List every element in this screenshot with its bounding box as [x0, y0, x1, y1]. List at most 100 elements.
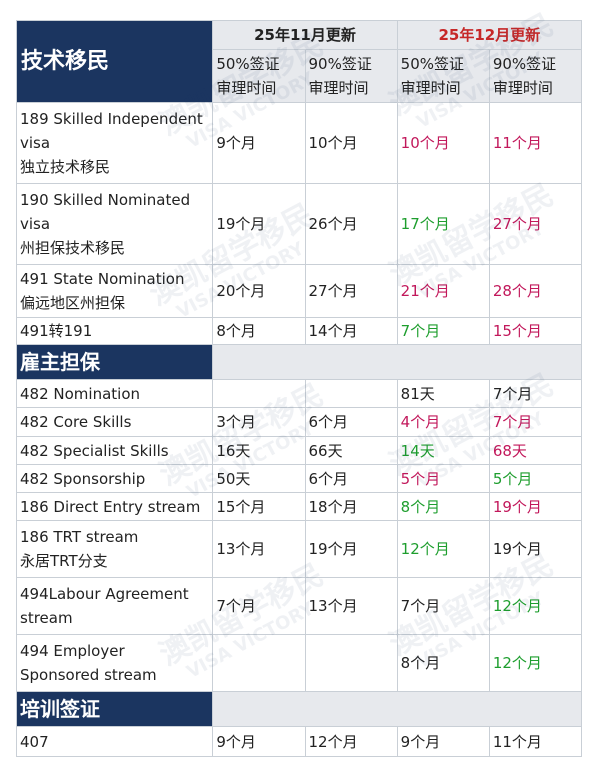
processing-time: 19个月	[304, 520, 398, 578]
processing-time	[304, 634, 398, 692]
text-line: 审理时间	[216, 79, 277, 97]
text-line: 482 Sponsorship	[20, 469, 146, 488]
processing-time: 27个月	[488, 183, 583, 265]
processing-time	[212, 634, 306, 692]
visa-name: 482 Specialist Skills	[15, 436, 214, 465]
processing-time: 10个月	[396, 102, 490, 184]
column-header: 90%签证审理时间	[488, 49, 583, 103]
text-line: 482 Specialist Skills	[20, 441, 169, 460]
processing-time: 6个月	[304, 464, 398, 493]
processing-time: 81天	[396, 379, 490, 408]
text-line: 50%签证	[400, 55, 464, 73]
text-line: 偏远地区州担保	[20, 294, 126, 312]
processing-time: 68天	[488, 436, 583, 465]
processing-time: 12个月	[488, 577, 583, 635]
processing-time: 9个月	[212, 726, 306, 757]
header-row-periods: 技术移民 25年11月更新 25年12月更新	[15, 20, 583, 103]
processing-time: 19个月	[488, 520, 583, 578]
table-row: 189 Skilled Independent visa 独立技术移民 9个月 10个月…	[15, 102, 583, 184]
table-row: 482 Core Skills 3个月 6个月 4个月 7个月	[15, 407, 583, 437]
processing-time: 12个月	[304, 726, 398, 757]
processing-time: 4个月	[396, 407, 490, 437]
processing-time: 8个月	[396, 634, 490, 692]
visa-name: 482 Core Skills	[15, 407, 214, 437]
processing-time: 14个月	[304, 317, 398, 345]
processing-time: 5个月	[396, 464, 490, 493]
visa-name: 189 Skilled Independent visa 独立技术移民	[15, 102, 214, 184]
processing-time: 12个月	[488, 634, 583, 692]
processing-time: 20个月	[212, 264, 306, 318]
text-line: 190 Skilled Nominated	[20, 191, 191, 209]
table-row: 491 State Nomination 偏远地区州担保 20个月 27个月 21个月 2…	[15, 264, 583, 318]
text-line: 50%签证	[216, 55, 280, 73]
text-line: visa	[20, 134, 51, 152]
text-line: 407	[20, 732, 49, 751]
table-row: 494 Employer Sponsored stream 8个月 12个月	[15, 634, 583, 692]
section-fill	[212, 344, 582, 380]
text-line: 494 Employer	[20, 642, 125, 660]
processing-time: 13个月	[212, 520, 306, 578]
text-line: 永居TRT分支	[20, 552, 108, 570]
text-line: Sponsored stream	[20, 666, 157, 684]
column-header: 50%签证审理时间	[396, 49, 490, 103]
processing-time: 66天	[304, 436, 398, 465]
text-line: visa	[20, 215, 51, 233]
processing-time: 11个月	[488, 102, 583, 184]
processing-time: 3个月	[212, 407, 306, 437]
text-line: 482 Core Skills	[20, 413, 132, 431]
processing-time: 18个月	[304, 492, 398, 521]
table-row: 407 9个月 12个月 9个月 11个月	[15, 726, 583, 757]
table-row: 186 TRT stream 永居TRT分支 13个月 19个月 12个月 19个月	[15, 520, 583, 578]
processing-time: 19个月	[212, 183, 306, 265]
section-header-row: 培训签证	[15, 691, 582, 727]
processing-time: 19个月	[488, 492, 583, 521]
visa-name: 494 Employer Sponsored stream	[15, 634, 214, 692]
processing-time: 8个月	[212, 317, 306, 345]
visa-name: 186 TRT stream 永居TRT分支	[15, 520, 214, 578]
processing-time: 7个月	[212, 577, 306, 635]
processing-time: 10个月	[304, 102, 398, 184]
processing-time: 13个月	[304, 577, 398, 635]
text-line: 186 Direct Entry stream	[20, 497, 201, 516]
section-header-row: 雇主担保	[15, 344, 582, 380]
processing-time: 27个月	[304, 264, 398, 318]
processing-time	[304, 379, 398, 408]
processing-time: 21个月	[396, 264, 490, 318]
processing-time: 26个月	[304, 183, 398, 265]
visa-name: 491转191	[15, 317, 214, 345]
processing-times-table: 技术移民 25年11月更新 25年12月更新 50%签证 审理时间 90%签证 审理时间 50…	[15, 20, 583, 757]
visa-name: 494Labour Agreement stream	[15, 577, 214, 635]
processing-time: 7个月	[396, 577, 490, 635]
text-line: 90%签证	[492, 55, 557, 73]
section-fill	[212, 691, 582, 727]
processing-time: 7个月	[488, 407, 583, 437]
table-row: 482 Sponsorship 50天 6个月 5个月 5个月	[15, 464, 583, 493]
text-line: 491转191	[20, 322, 93, 340]
table-row: 491转191 8个月 14个月 7个月 15个月	[15, 317, 583, 345]
processing-time: 5个月	[488, 464, 583, 493]
table-row: 482 Nomination 81天 7个月	[15, 379, 583, 408]
visa-name: 190 Skilled Nominated visa 州担保技术移民	[15, 183, 214, 265]
processing-time: 15个月	[488, 317, 583, 345]
table-row: 494Labour Agreement stream 7个月 13个月 7个月 12个月	[15, 577, 583, 635]
processing-time: 50天	[212, 464, 306, 493]
category-title: 技术移民	[15, 20, 214, 103]
section-title: 培训签证	[15, 691, 214, 727]
text-line: 审理时间	[492, 79, 553, 97]
processing-time: 7个月	[488, 379, 583, 408]
column-header: 50%签证审理时间	[212, 49, 306, 103]
header-row-columns: 50%签证 审理时间 90%签证 审理时间 50%签证 审理时间 90%签证 审理时间	[17, 49, 583, 103]
processing-time: 28个月	[488, 264, 583, 318]
text-line: stream	[20, 609, 73, 627]
processing-time: 6个月	[304, 407, 398, 437]
processing-time: 11个月	[488, 726, 583, 757]
table-row: 186 Direct Entry stream 15个月 18个月 8个月 19个月	[15, 492, 583, 521]
visa-name: 482 Nomination	[15, 379, 214, 408]
processing-time: 15个月	[212, 492, 306, 521]
visa-name: 482 Sponsorship	[15, 464, 214, 493]
processing-time: 16天	[212, 436, 306, 465]
text-line: 审理时间	[400, 79, 461, 97]
text-line: 189 Skilled Independent	[20, 110, 203, 128]
table-row: 482 Specialist Skills 16天 66天 14天 68天	[15, 436, 583, 465]
visa-name: 491 State Nomination 偏远地区州担保	[15, 264, 214, 318]
